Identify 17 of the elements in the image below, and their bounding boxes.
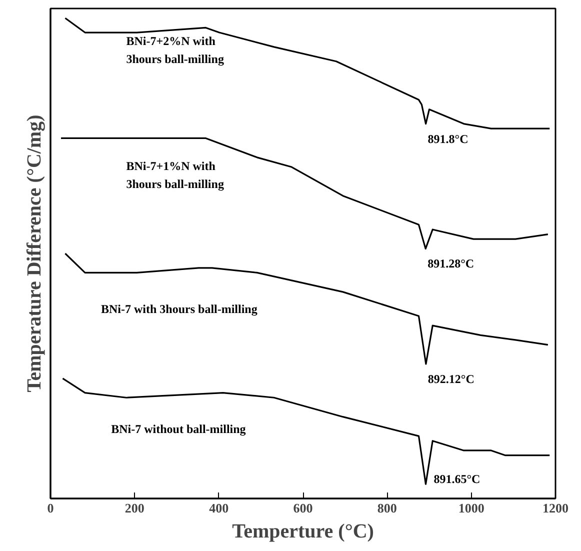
annotation: 891.28°C [428,256,474,271]
y-axis-title: Temperature Difference (°C/mg) [24,114,46,392]
x-tick-label: 1200 [542,500,568,516]
x-tick-label: 800 [377,500,397,516]
series-label: BNi-7+1%N with 3hours ball-milling [126,158,224,192]
annotation: 891.65°C [434,472,480,486]
text: BNi-7 with 3hours ball-milling [101,302,258,316]
x-tick-label: 0 [47,500,54,516]
x-axis-title: Temperture (°C) [232,520,374,542]
annotation: 891.8°C [428,132,468,146]
x-tick-label: 200 [124,500,144,516]
x-tick-label: 600 [293,500,313,516]
x-tick-label: 1000 [458,500,484,516]
series-label: BNi-7+2%N with 3hours ball-milling [126,34,224,66]
text: BNi-7 without ball-milling [111,422,246,436]
annotation: 892.12°C [428,372,474,386]
x-tick-label: 400 [209,500,229,516]
